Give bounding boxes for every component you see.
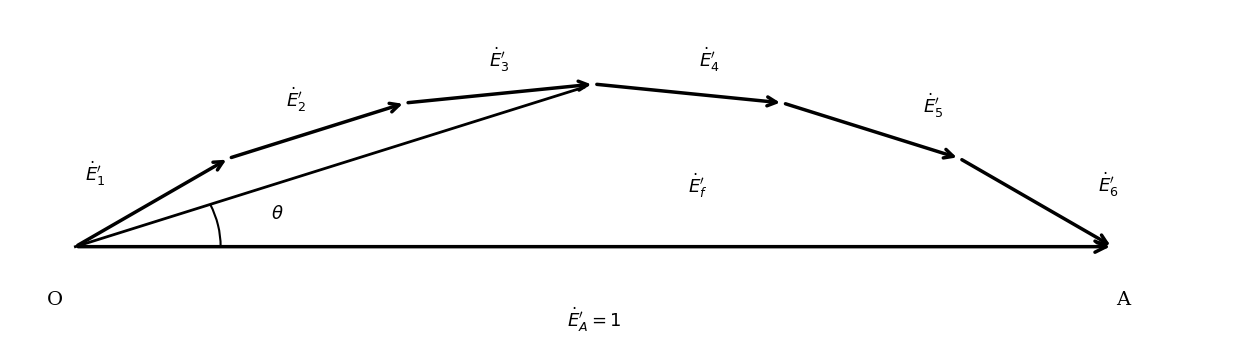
Text: $\dot{E}_5'$: $\dot{E}_5'$: [923, 92, 944, 120]
Text: A: A: [1116, 290, 1130, 308]
Text: $\dot{E}_3'$: $\dot{E}_3'$: [490, 45, 510, 74]
Text: O: O: [47, 290, 63, 308]
Text: $\dot{E}_1'$: $\dot{E}_1'$: [84, 160, 105, 188]
Text: $\dot{E}_2'$: $\dot{E}_2'$: [286, 86, 306, 114]
Text: $\dot{E}_4'$: $\dot{E}_4'$: [699, 45, 719, 74]
Text: $\dot{E}_f'$: $\dot{E}_f'$: [688, 171, 708, 200]
Text: $\theta$: $\theta$: [272, 205, 284, 223]
Text: $\dot{E}_6'$: $\dot{E}_6'$: [1099, 170, 1118, 199]
Text: $\dot{E}_A'=1$: $\dot{E}_A'=1$: [567, 306, 621, 334]
